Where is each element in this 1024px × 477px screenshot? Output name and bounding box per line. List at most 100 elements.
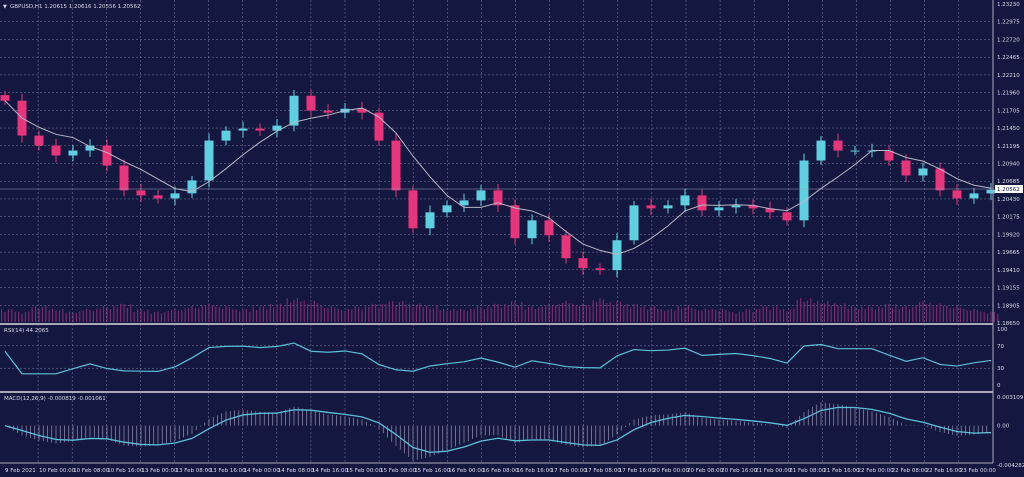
volume-bar <box>878 306 880 322</box>
volume-bar <box>599 298 601 322</box>
volume-bar <box>783 308 785 322</box>
volume-bar <box>55 310 57 322</box>
time-tick-label: 15 Feb 08:00 <box>380 468 417 474</box>
candle-body <box>969 193 979 199</box>
volume-bar <box>177 310 179 322</box>
volume-bar <box>708 309 710 322</box>
volume-bar <box>987 313 989 322</box>
volume-bar <box>422 307 424 322</box>
volume-bar <box>538 307 540 322</box>
volume-bar <box>990 311 992 322</box>
candle-body <box>255 128 265 131</box>
volume-bar <box>463 309 465 322</box>
volume-bar <box>759 309 761 322</box>
volume-bar <box>222 308 224 322</box>
volume-bar <box>228 307 230 322</box>
volume-bar <box>470 308 472 322</box>
volume-bar <box>657 309 659 322</box>
volume-bar <box>643 306 645 322</box>
volume-bar <box>218 307 220 322</box>
time-tick-label: 15 Feb 16:00 <box>414 468 451 474</box>
volume-bar <box>946 305 948 322</box>
volume-bar <box>307 303 309 322</box>
macd-tick-label: 0.003109 <box>997 395 1024 401</box>
candle-body <box>935 168 945 191</box>
volume-bar <box>725 309 727 322</box>
candle-body <box>952 190 962 199</box>
volume-bar <box>766 306 768 322</box>
candle-body <box>918 168 928 176</box>
time-tick-label: 14 Feb 00:00 <box>244 468 281 474</box>
time-tick-label: 10 Feb 16:00 <box>107 468 144 474</box>
volume-bar <box>776 306 778 322</box>
time-tick-label: 21 Feb 16:00 <box>823 468 860 474</box>
volume-bar <box>562 302 564 322</box>
rsi-tick-label: 70 <box>997 344 1004 350</box>
volume-bar <box>555 305 557 322</box>
volume-bar <box>895 304 897 322</box>
volume-bar <box>834 303 836 322</box>
volume-bar <box>497 304 499 322</box>
candle-body <box>595 268 605 271</box>
candle-body <box>663 205 673 209</box>
rsi-pane-separator[interactable] <box>0 391 993 393</box>
volume-bar <box>844 303 846 322</box>
time-tick-label: 20 Feb 08:00 <box>687 468 724 474</box>
volume-bar <box>106 306 108 322</box>
rsi-tick-label: 30 <box>997 366 1004 372</box>
volume-bar <box>670 308 672 322</box>
volume-bar <box>800 298 802 322</box>
time-tick-label: 14 Feb 16:00 <box>312 468 349 474</box>
volume-bar <box>912 307 914 322</box>
volume-bar <box>215 306 217 322</box>
volume-bar <box>113 306 115 322</box>
volume-bar <box>191 306 193 322</box>
candle-body <box>578 258 588 269</box>
volume-bar <box>208 303 210 322</box>
candle-body <box>544 220 554 236</box>
volume-bar <box>942 305 944 322</box>
price-tick-label: 1.22465 <box>997 55 1020 61</box>
volume-bar <box>249 311 251 322</box>
volume-bar <box>701 310 703 322</box>
volume-bar <box>871 306 873 322</box>
candle-body <box>119 165 129 191</box>
volume-bar <box>130 304 132 322</box>
volume-bar <box>704 308 706 322</box>
triangle-down-icon[interactable]: ▼ <box>3 4 7 10</box>
volume-bar <box>623 305 625 322</box>
volume-bar <box>813 302 815 322</box>
candle-body <box>374 112 384 141</box>
time-tick-label: 15 Feb 00:00 <box>346 468 383 474</box>
time-axis: 9 Feb 2021 10 Feb 00:0010 Feb 08:0010 Feb… <box>5 468 996 474</box>
price-tick-label: 1.22720 <box>997 37 1020 43</box>
volume-bar <box>99 308 101 322</box>
volume-bar <box>956 306 958 322</box>
candle-body <box>493 190 503 206</box>
volume-bar <box>48 309 50 322</box>
macd-tick-label: 0.00 <box>997 424 1010 430</box>
volume-bar <box>786 311 788 322</box>
volume-bar <box>993 311 995 322</box>
candle-body <box>170 193 180 199</box>
time-tick-label: 17 Feb 00:00 <box>551 468 588 474</box>
volume-bar <box>616 301 618 322</box>
volume-bar <box>259 306 261 322</box>
rsi-label: RSI(14) 44.2065 <box>4 328 49 334</box>
volume-bar <box>483 309 485 322</box>
time-tick-label: 9 Feb 2021 <box>5 468 36 474</box>
volume-bar <box>745 308 747 322</box>
candle-body <box>289 95 299 126</box>
volume-bar <box>545 304 547 322</box>
time-tick-label: 20 Feb 16:00 <box>721 468 758 474</box>
price-axis: 1.23230 1.22975 1.22720 1.22465 1.22210 1.219… <box>997 2 1024 469</box>
main-pane-separator[interactable] <box>0 323 993 325</box>
volume-bar <box>201 305 203 322</box>
volume-bar <box>687 306 689 322</box>
volume-bar <box>721 308 723 322</box>
time-tick-label: 21 Feb 00:00 <box>755 468 792 474</box>
volume-bar <box>480 307 482 322</box>
volume-bar <box>568 303 570 322</box>
